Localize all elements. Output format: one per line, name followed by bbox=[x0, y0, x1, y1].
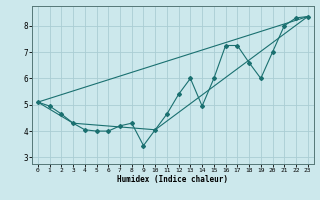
X-axis label: Humidex (Indice chaleur): Humidex (Indice chaleur) bbox=[117, 175, 228, 184]
